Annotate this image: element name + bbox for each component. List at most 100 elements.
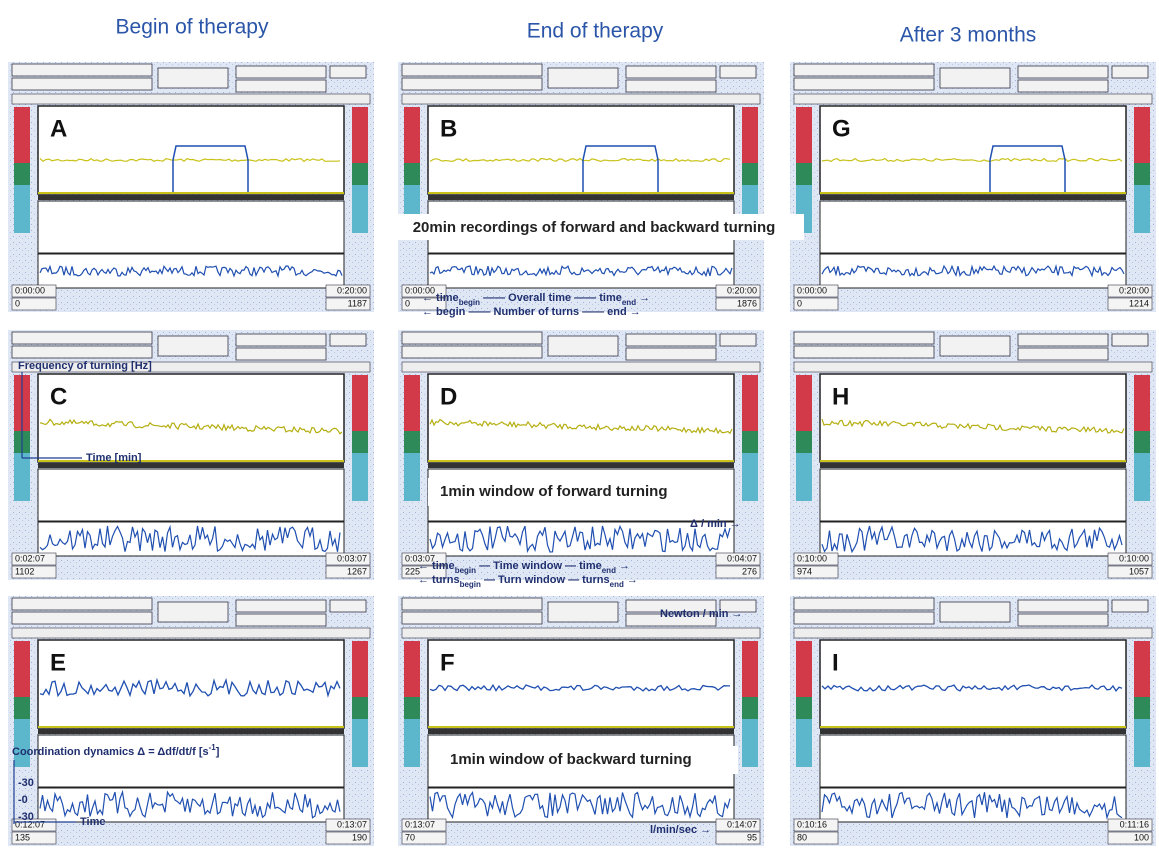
footer-value: 0:13:07	[337, 819, 367, 829]
header-box	[330, 66, 366, 78]
header-box	[1018, 348, 1108, 360]
toolbar	[794, 362, 1152, 372]
header-box	[12, 332, 152, 344]
level-red	[796, 375, 812, 431]
header-box	[330, 334, 366, 346]
header-box	[1018, 66, 1108, 78]
header-box	[330, 600, 366, 612]
footer-value: 0:00:00	[797, 285, 827, 295]
text-part: ← time	[418, 560, 455, 572]
level-cyan	[404, 719, 420, 767]
header-box	[794, 598, 934, 610]
header-box	[720, 66, 756, 78]
toolbar	[402, 628, 760, 638]
divider	[38, 195, 344, 200]
lower-plot	[820, 201, 1126, 253]
text-part: →	[624, 574, 638, 586]
footer-value: 0:10:16	[797, 819, 827, 829]
text-part: ← begin —— Number of turns —— end →	[422, 306, 641, 318]
lower-plot	[820, 469, 1126, 521]
header-box	[720, 334, 756, 346]
divider	[428, 195, 734, 200]
panel: A0:00:000:20:0001187	[8, 62, 374, 312]
footer-value: 0:13:07	[405, 819, 435, 829]
panel-letter: A	[50, 115, 67, 142]
scale-label: -30	[18, 811, 34, 823]
header-box	[940, 68, 1010, 88]
footer-value: 0:20:00	[1119, 285, 1149, 295]
lower-plot	[38, 735, 344, 787]
level-green	[796, 431, 812, 453]
header-box	[12, 346, 152, 358]
divider	[38, 463, 344, 468]
footer-value: 0:00:00	[15, 285, 45, 295]
header-box	[158, 336, 228, 356]
upper-plot	[428, 106, 734, 194]
level-red	[742, 375, 758, 431]
panel-letter: I	[832, 649, 839, 676]
panel-letter: F	[440, 649, 455, 676]
text-part: ← time	[422, 292, 459, 304]
header-box	[402, 612, 542, 624]
upper-plot	[428, 640, 734, 728]
annotation: Frequency of turning [Hz]	[18, 360, 152, 372]
annotation: Time	[80, 816, 105, 828]
upper-plot	[38, 374, 344, 462]
header-box	[1018, 334, 1108, 346]
header-box	[236, 334, 326, 346]
panel-letter: H	[832, 383, 849, 410]
footer-value: 1267	[347, 566, 367, 576]
panel-letter: G	[832, 115, 851, 142]
divider	[820, 729, 1126, 734]
annotation: 1min window of backward turning	[450, 751, 692, 768]
footer-value: 0	[797, 298, 802, 308]
level-cyan	[1134, 185, 1150, 233]
level-cyan	[1134, 453, 1150, 501]
annotation: l/min/sec →	[650, 824, 711, 836]
header-box	[402, 78, 542, 90]
lower-plot	[820, 735, 1126, 787]
level-red	[742, 641, 758, 697]
level-green	[742, 431, 758, 453]
upper-plot	[820, 374, 1126, 462]
header-box	[402, 346, 542, 358]
header-box	[940, 336, 1010, 356]
text-part: Coordination dynamics Δ = Δdf/dt/f [s	[12, 746, 209, 758]
level-red	[1134, 641, 1150, 697]
level-green	[742, 697, 758, 719]
panel-letter: B	[440, 115, 457, 142]
upper-plot	[38, 640, 344, 728]
panels: A0:00:000:20:0001187B0:00:000:20:0001876…	[8, 62, 1156, 846]
footer-value: 190	[352, 832, 367, 842]
level-red	[742, 107, 758, 163]
footer-value: 974	[797, 566, 812, 576]
text-part: →	[636, 292, 650, 304]
level-red	[404, 641, 420, 697]
scale-label: -30	[18, 777, 34, 789]
lower-plot	[38, 201, 344, 253]
panel: B0:00:000:20:0001876	[398, 62, 764, 312]
header-box	[1112, 600, 1148, 612]
footer-value: 1057	[1129, 566, 1149, 576]
level-green	[1134, 163, 1150, 185]
level-green	[14, 163, 30, 185]
footer-value: 0:02:07	[15, 553, 45, 563]
header-box	[12, 64, 152, 76]
trace-strip	[428, 788, 734, 822]
footer-value: 0:10:00	[797, 553, 827, 563]
annotation: ← turnsbegin — Turn window — turnsend →	[418, 574, 638, 589]
annotation: 20min recordings of forward and backward…	[413, 219, 776, 236]
footer-value: 1102	[15, 566, 34, 576]
subscript: end	[610, 580, 624, 589]
text-part: ← turns	[418, 574, 460, 586]
header-box	[1018, 614, 1108, 626]
header-box	[794, 332, 934, 344]
toolbar	[794, 94, 1152, 104]
panel-letter: C	[50, 383, 67, 410]
header-box	[626, 334, 716, 346]
subscript: begin	[460, 580, 481, 589]
toolbar	[402, 362, 760, 372]
header-box	[12, 612, 152, 624]
panel: E0:12:070:13:07135190	[8, 596, 374, 846]
